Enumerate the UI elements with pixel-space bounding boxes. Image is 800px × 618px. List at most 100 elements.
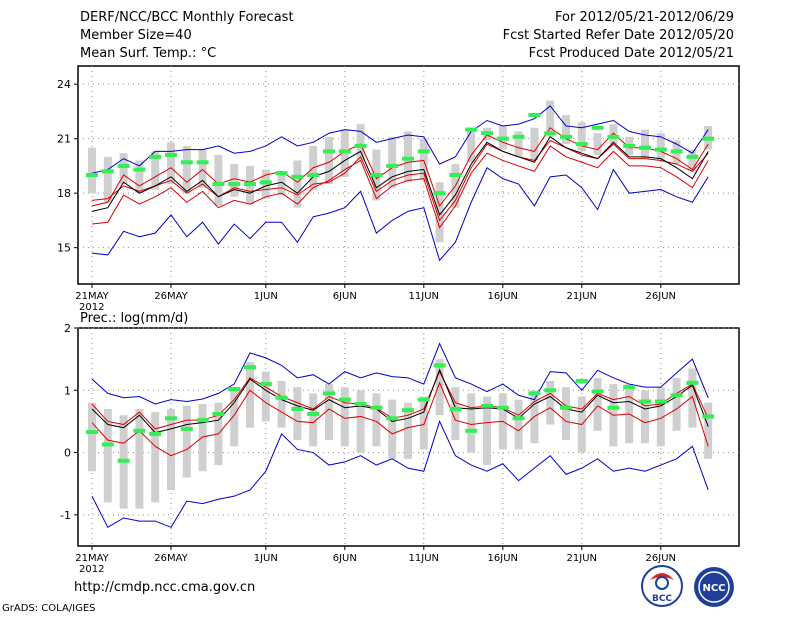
- prec-obs-mark: [575, 378, 588, 383]
- temp-box: [182, 145, 191, 194]
- temp-obs-mark: [654, 147, 667, 152]
- prec-obs-mark: [370, 405, 383, 410]
- header-member-size: Member Size=40: [80, 28, 192, 43]
- prec-box: [151, 412, 160, 503]
- temp-frame: [77, 65, 740, 285]
- temp-obs-mark: [575, 142, 588, 147]
- prec-box: [277, 380, 286, 428]
- temp-box: [562, 115, 570, 145]
- prec-box: [562, 387, 570, 441]
- temp-obs-mark: [544, 131, 557, 136]
- header-variable: Mean Surf. Temp.: °C: [80, 46, 217, 61]
- prec-obs-mark: [86, 430, 98, 435]
- prec-obs-mark: [386, 416, 399, 421]
- prec-box: [261, 371, 270, 422]
- temp-obs-mark: [259, 180, 272, 185]
- header-left: DERF/NCC/BCC Monthly Forecast Member Siz…: [80, 9, 294, 63]
- prec-obs-mark: [338, 397, 351, 402]
- prec-obs-mark: [259, 382, 272, 387]
- prec-obs-mark: [639, 399, 651, 404]
- temp-box: [293, 160, 302, 208]
- temp-obs-mark: [560, 134, 572, 139]
- prec-box: [182, 405, 191, 478]
- grads-credit: GrADS: COLA/IGES: [2, 603, 96, 614]
- temp-obs-mark: [481, 131, 493, 136]
- temp-obs-mark: [591, 125, 604, 130]
- prec-box: [293, 387, 302, 441]
- temp-q10-line-line: [91, 145, 709, 229]
- prec-q25-line: [91, 381, 709, 457]
- prec-xtick-label: 21JUN: [567, 553, 597, 564]
- prec-box: [340, 387, 349, 447]
- temp-obs-mark: [386, 163, 399, 168]
- prec-box: [704, 402, 713, 459]
- prec-box: [514, 399, 523, 450]
- prec-obs-mark: [165, 416, 177, 421]
- temp-ytick-label: 15: [57, 242, 71, 255]
- prec-obs-mark: [465, 428, 478, 433]
- prec-obs-mark: [607, 405, 620, 410]
- temp-obs-mark: [244, 182, 256, 187]
- source-url[interactable]: http://cmdp.ncc.cma.gov.cn: [74, 580, 256, 595]
- prec-xtick-label: 11JUN: [409, 553, 439, 564]
- prec-obs-mark: [433, 363, 446, 368]
- temp-box: [151, 151, 160, 190]
- prec-box: [388, 399, 397, 459]
- temp-q25-line-line: [91, 139, 709, 222]
- temp-box: [656, 133, 665, 161]
- prec-obs-mark: [323, 391, 335, 396]
- temp-box: [135, 160, 144, 194]
- prec-box: [103, 408, 112, 503]
- temp-xtick-label: 26JUN: [646, 291, 676, 302]
- prec-ytick-label: 2: [64, 322, 71, 335]
- prec-obs-mark: [417, 397, 430, 402]
- prec-median-line: [91, 368, 709, 434]
- temp-box: [230, 164, 239, 197]
- temp-obs-mark: [291, 174, 304, 179]
- prec-box: [309, 393, 318, 447]
- prec-box: [325, 384, 333, 441]
- prec-obs-mark: [702, 414, 715, 419]
- bcc-logo-label: BCC: [652, 594, 672, 604]
- ncc-logo: NCC: [694, 567, 734, 607]
- prec-obs-mark: [528, 391, 541, 396]
- prec-obs-mark: [180, 426, 193, 431]
- temp-box: [88, 147, 96, 194]
- prec-obs-mark: [133, 428, 146, 433]
- header-title: DERF/NCC/BCC Monthly Forecast: [80, 10, 294, 25]
- temp-obs-mark: [370, 173, 383, 177]
- prec-box: [656, 387, 665, 447]
- prec-box: [246, 362, 254, 428]
- temp-obs-mark: [307, 173, 320, 177]
- temp-obs-mark: [275, 171, 288, 176]
- temp-box: [388, 136, 397, 188]
- temp-box: [277, 171, 286, 195]
- temp-obs-mark: [180, 160, 193, 165]
- prec-box: [435, 359, 444, 416]
- prec-min-line: [91, 420, 709, 529]
- prec-box: [404, 402, 412, 459]
- prec-obs-mark: [149, 431, 162, 436]
- temp-ytick-label: 21: [57, 133, 71, 146]
- prec-obs-mark: [686, 380, 699, 385]
- temp-obs-mark: [686, 154, 699, 159]
- prec-max-line: [91, 342, 709, 405]
- prec-box: [88, 402, 96, 472]
- temp-box: [514, 131, 523, 157]
- temp-xtick-label: 16JUN: [488, 291, 518, 302]
- temp-obs-mark: [212, 182, 225, 187]
- temp-box: [530, 127, 539, 161]
- prec-box: [451, 387, 460, 441]
- prec-box: [230, 387, 239, 447]
- temp-box: [609, 124, 618, 145]
- temp-obs-mark: [528, 113, 541, 118]
- temp-box: [688, 149, 697, 172]
- temp-obs-mark: [702, 136, 715, 141]
- temp-box: [214, 155, 223, 206]
- ncc-logo-label: NCC: [702, 583, 725, 594]
- temp-box: [325, 136, 333, 185]
- temp-xtick-label: 6JUN: [333, 291, 357, 302]
- prec-obs-mark: [354, 401, 367, 406]
- temp-box: [641, 129, 649, 159]
